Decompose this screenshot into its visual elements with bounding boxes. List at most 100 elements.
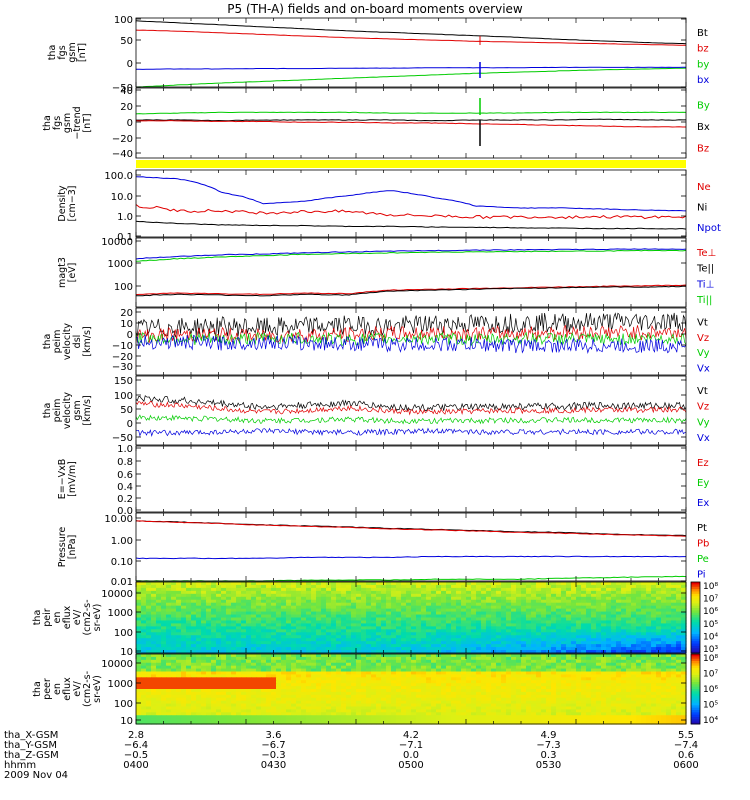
heatmap-cell: [221, 691, 227, 696]
heatmap-cell: [631, 614, 637, 619]
heatmap-cell: [231, 602, 237, 607]
heatmap-cell: [206, 689, 212, 693]
heatmap-cell: [236, 614, 242, 619]
heatmap-cell: [566, 686, 572, 690]
heatmap-cell: [451, 608, 457, 613]
heatmap-cell: [256, 680, 262, 684]
heatmap-cell: [246, 659, 252, 664]
heatmap-cell: [266, 611, 272, 616]
heatmap-cell: [561, 668, 567, 673]
legend-label-by: By: [697, 101, 710, 112]
y-tick-label: 20: [120, 102, 133, 113]
heatmap-cell: [506, 647, 512, 651]
heatmap-cell: [501, 629, 507, 633]
heatmap-cell: [166, 689, 172, 693]
heatmap-cell: [296, 677, 302, 681]
heatmap-cell: [551, 656, 557, 661]
heatmap-cell: [316, 686, 322, 690]
heatmap-cell: [601, 638, 607, 642]
heatmap-cell: [201, 623, 207, 627]
heatmap-cell: [231, 683, 237, 687]
heatmap-cell: [451, 659, 457, 664]
heatmap-cell: [266, 641, 272, 645]
heatmap-cell: [551, 686, 557, 690]
heatmap-cell: [641, 605, 647, 610]
heatmap-cell: [356, 599, 362, 604]
heatmap-cell: [176, 665, 182, 670]
legend-label-pi: Pi: [697, 569, 706, 580]
heatmap-cell: [521, 596, 527, 601]
heatmap-cell: [481, 590, 487, 595]
heatmap-cell: [281, 683, 287, 687]
heatmap-cell: [196, 647, 202, 651]
heatmap-cell: [286, 691, 292, 696]
heatmap-cell: [471, 671, 477, 676]
heatmap-cell: [606, 620, 612, 625]
heatmap-cell: [251, 641, 257, 645]
heatmap-cell: [681, 620, 687, 625]
heatmap-cell: [241, 691, 247, 696]
heatmap-cell: [396, 680, 402, 684]
heatmap-cell: [526, 694, 532, 699]
heatmap-cell: [231, 587, 237, 592]
heatmap-cell: [371, 674, 377, 678]
heatmap-cell: [511, 691, 517, 696]
heatmap-cell: [251, 668, 257, 673]
heatmap-cell: [236, 677, 242, 681]
heatmap-cell: [521, 662, 527, 667]
heatmap-cell: [651, 590, 657, 595]
y-tick-label: 50: [120, 36, 133, 47]
heatmap-cell: [306, 683, 312, 687]
heatmap-cell: [341, 632, 347, 636]
heatmap-cell: [536, 638, 542, 642]
heatmap-cell: [626, 654, 632, 658]
heatmap-cell: [591, 626, 597, 630]
heatmap-cell: [566, 644, 572, 648]
heatmap-cell: [391, 638, 397, 642]
heatmap-cell: [391, 694, 397, 699]
heatmap-cell: [196, 665, 202, 670]
heatmap-cell: [421, 635, 427, 639]
heatmap-cell: [241, 584, 247, 589]
heatmap-cell: [681, 694, 687, 699]
heatmap-cell: [661, 691, 667, 696]
heatmap-cell: [391, 623, 397, 627]
heatmap-cell: [626, 683, 632, 687]
heatmap-cell: [221, 632, 227, 636]
heatmap-cell: [536, 590, 542, 595]
heatmap-cell: [651, 620, 657, 625]
heatmap-cell: [481, 659, 487, 664]
heatmap-cell: [276, 608, 282, 613]
heatmap-cell: [461, 694, 467, 699]
heatmap-cell: [486, 686, 492, 690]
heatmap-cell: [486, 677, 492, 681]
heatmap-cell: [661, 654, 667, 658]
heatmap-cell: [536, 654, 542, 658]
heatmap-cell: [421, 629, 427, 633]
heatmap-cell: [401, 632, 407, 636]
heatmap-cell: [236, 683, 242, 687]
heatmap-cell: [616, 683, 622, 687]
heatmap-cell: [666, 617, 672, 622]
heatmap-cell: [281, 674, 287, 678]
heatmap-cell: [286, 582, 292, 586]
heatmap-cell: [381, 629, 387, 633]
heatmap-cell: [621, 602, 627, 607]
heatmap-cell: [641, 686, 647, 690]
heatmap-cell: [631, 641, 637, 645]
heatmap-cell: [416, 656, 422, 661]
heatmap-cell: [536, 668, 542, 673]
heatmap-cell: [341, 650, 347, 654]
heatmap-cell: [331, 626, 337, 630]
series-line-vt: [135, 395, 687, 412]
heatmap-cell: [191, 590, 197, 595]
heatmap-cell: [561, 683, 567, 687]
heatmap-cell: [666, 691, 672, 696]
heatmap-cell: [161, 584, 167, 589]
heatmap-cell: [431, 683, 437, 687]
heatmap-cell: [511, 638, 517, 642]
heatmap-cell: [456, 665, 462, 670]
heatmap-cell: [531, 584, 537, 589]
heatmap-cell: [161, 668, 167, 673]
heatmap-cell: [366, 614, 372, 619]
